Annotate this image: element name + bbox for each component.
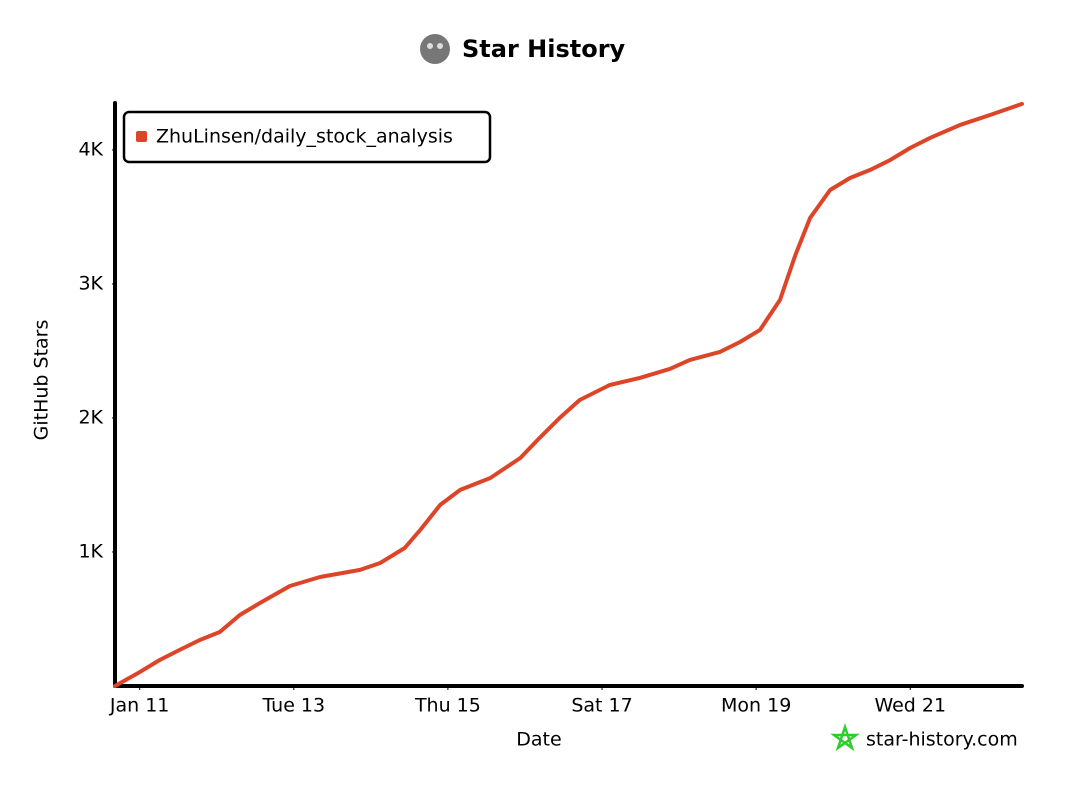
logo-eye xyxy=(427,43,433,49)
y-tick-label: 4K xyxy=(78,138,103,160)
y-axis-label: GitHub Stars xyxy=(31,320,53,441)
watermark: star-history.com xyxy=(866,729,1018,751)
x-tick-label: Wed 21 xyxy=(874,695,946,717)
x-axis-label: Date xyxy=(516,729,561,751)
x-tick-label: Jan 11 xyxy=(109,695,170,717)
y-tick-label: 2K xyxy=(78,406,103,428)
x-tick-label: Mon 19 xyxy=(721,695,791,717)
y-tick-label: 1K xyxy=(78,540,103,562)
logo xyxy=(420,34,450,64)
x-tick-label: Tue 13 xyxy=(261,695,325,717)
series-line xyxy=(113,101,1024,688)
legend-box xyxy=(122,110,492,164)
legend-swatch xyxy=(136,131,147,142)
y-tick-label: 3K xyxy=(78,272,103,294)
x-tick-label: Thu 15 xyxy=(414,695,481,717)
logo-eye xyxy=(437,43,443,49)
legend-label: ZhuLinsen/daily_stock_analysis xyxy=(156,126,453,148)
watermark-icon xyxy=(830,723,860,752)
chart-title: Star History xyxy=(462,35,626,63)
x-tick-label: Sat 17 xyxy=(571,695,632,717)
